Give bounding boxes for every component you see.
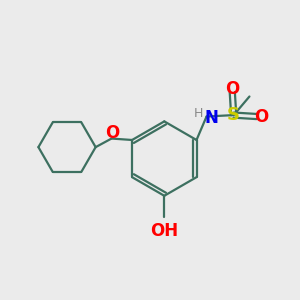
Text: O: O	[254, 107, 268, 125]
Text: O: O	[225, 80, 239, 98]
Text: OH: OH	[150, 221, 178, 239]
Text: O: O	[105, 124, 119, 142]
Text: N: N	[205, 109, 219, 127]
Text: S: S	[227, 106, 240, 124]
Text: H: H	[194, 106, 203, 120]
